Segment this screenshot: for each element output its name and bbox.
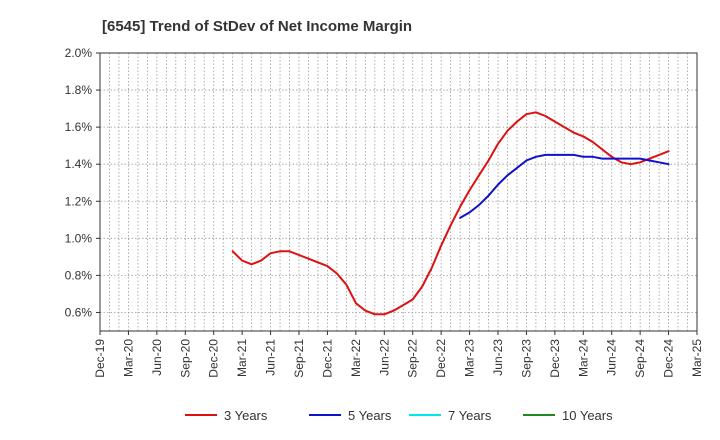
axes: 0.6% 0.8% 1.0% 1.2% 1.4% 1.6% 1.8% 2.0% Dec-19 Ma…: [65, 46, 704, 378]
x-tick-label: Jun-21: [264, 339, 278, 376]
x-tick-label: Mar-25: [690, 339, 704, 377]
x-tick-label: Mar-24: [576, 339, 590, 377]
grid: [100, 52, 697, 331]
x-tick-label: Dec-23: [548, 339, 562, 378]
legend: 3 Years 5 Years 7 Years 10 Years: [185, 408, 613, 423]
y-tick-label: 1.0%: [65, 231, 93, 245]
x-tick-label: Sep-20: [178, 339, 192, 378]
y-tick-label: 0.8%: [65, 268, 93, 282]
legend-label-7-years: 7 Years: [448, 408, 492, 423]
series-line-3-years: [231, 111, 670, 316]
x-tick-label: Dec-21: [320, 339, 334, 378]
y-tick-label: 1.2%: [65, 194, 93, 208]
y-tick-label: 1.4%: [65, 157, 93, 171]
x-tick-label: Jun-23: [491, 339, 505, 376]
plot-frame: [99, 52, 698, 332]
y-tick-label: 1.6%: [65, 120, 93, 134]
legend-label-10-years: 10 Years: [562, 408, 613, 423]
y-tick-label: 2.0%: [65, 46, 93, 60]
chart-title: [6545] Trend of StDev of Net Income Marg…: [102, 18, 412, 35]
x-tick-label: Mar-21: [235, 339, 249, 377]
x-tick-label: Mar-20: [121, 339, 135, 377]
series-lines: [231, 111, 670, 316]
y-tick-label: 1.8%: [65, 83, 93, 97]
x-tick-label: Sep-21: [292, 339, 306, 378]
x-tick-label: Jun-20: [150, 339, 164, 376]
legend-label-5-years: 5 Years: [348, 408, 392, 423]
x-tick-label: Sep-22: [406, 339, 420, 378]
x-tick-label: Dec-24: [662, 339, 676, 378]
x-tick-label: Dec-22: [434, 339, 448, 378]
series-line-5-years: [459, 153, 670, 219]
x-tick-label: Sep-23: [519, 339, 533, 378]
x-tick-label: Mar-22: [349, 339, 363, 377]
y-tick-label: 0.6%: [65, 305, 93, 319]
x-tick-label: Jun-24: [605, 339, 619, 376]
x-tick-label: Dec-20: [207, 339, 221, 378]
x-tick-label: Jun-22: [377, 339, 391, 376]
x-tick-label: Mar-23: [463, 339, 477, 377]
x-tick-label: Dec-19: [93, 339, 107, 378]
x-tick-label: Sep-24: [633, 339, 647, 378]
legend-label-3-years: 3 Years: [224, 408, 268, 423]
